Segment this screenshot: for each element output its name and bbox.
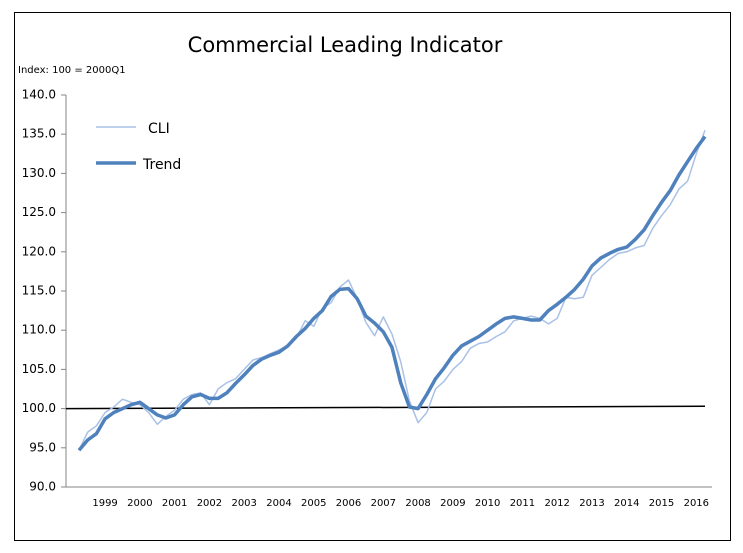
- series-line: [78, 130, 706, 451]
- y-tick-label: 95.0: [29, 440, 56, 454]
- x-tick-label: 2015: [649, 498, 674, 509]
- x-tick-label: 2006: [336, 498, 361, 509]
- x-tick-label: 2009: [440, 498, 465, 509]
- x-tick-label: 2004: [266, 498, 291, 509]
- y-tick-label: 105.0: [22, 362, 56, 376]
- chart-border: [14, 12, 731, 541]
- x-tick-label: 2014: [614, 498, 639, 509]
- chart-title: Commercial Leading Indicator: [188, 33, 503, 57]
- x-tick-label: 2000: [127, 498, 152, 509]
- y-tick-label: 130.0: [22, 166, 56, 180]
- x-tick-label: 2007: [371, 498, 396, 509]
- x-tick-label: 2012: [544, 498, 569, 509]
- x-tick-label: 2002: [197, 498, 222, 509]
- y-axis-label: Index: 100 = 2000Q1: [18, 65, 126, 76]
- y-tick-label: 90.0: [29, 480, 56, 494]
- x-tick-label: 2013: [579, 498, 604, 509]
- x-tick-label: 2008: [405, 498, 430, 509]
- x-tick-label: 2016: [684, 498, 709, 509]
- y-tick-label: 135.0: [22, 127, 56, 141]
- y-tick-label: 110.0: [22, 323, 56, 337]
- x-tick-label: 1999: [92, 498, 117, 509]
- x-tick-label: 2003: [231, 498, 256, 509]
- reference-line: [65, 405, 706, 410]
- legend-label: CLI: [148, 121, 170, 137]
- x-tick-label: 2001: [162, 498, 187, 509]
- x-tick-label: 2011: [510, 498, 535, 509]
- y-tick-label: 115.0: [22, 284, 56, 298]
- legend-label: Trend: [142, 157, 181, 173]
- series-line: [77, 135, 707, 452]
- y-tick-label: 140.0: [22, 88, 56, 102]
- x-tick-label: 2010: [475, 498, 500, 509]
- x-tick-label: 2005: [301, 498, 326, 509]
- y-tick-label: 100.0: [22, 401, 56, 415]
- y-tick-label: 125.0: [22, 205, 56, 219]
- y-tick-label: 120.0: [22, 244, 56, 258]
